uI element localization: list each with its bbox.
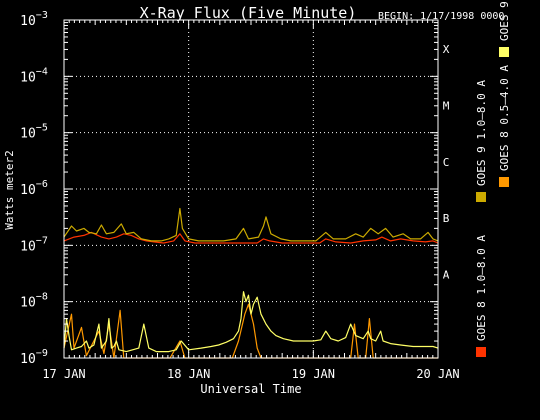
y-tick-exponent: −7 [36, 235, 48, 246]
series-line-3 [63, 207, 439, 242]
legend-swatch-1 [476, 347, 486, 357]
y-tick-label: 10−8 [20, 292, 48, 311]
y-tick-exponent: −8 [36, 292, 48, 303]
y-tick-base: 10 [20, 127, 36, 142]
y-axis-ticks: 10−310−410−510−610−710−810−9 [20, 10, 438, 367]
gridlines [64, 20, 438, 358]
y-axis-label: Watts meter2 [3, 150, 16, 229]
y-tick-label: 10−9 [20, 348, 48, 367]
legend-label-2: GOES 8 0.5–4.0 A [498, 65, 511, 171]
y-tick-base: 10 [20, 239, 36, 254]
y-tick-base: 10 [20, 70, 36, 85]
y-tick-label: 10−7 [20, 235, 48, 254]
series-lines [63, 207, 439, 359]
chart-title: X-Ray Flux (Five Minute) [140, 4, 357, 22]
legend: GOES 8 1.0–8.0 A GOES 9 1.0–8.0 A GOES 8 0… [475, 0, 511, 357]
y-tick-base: 10 [20, 183, 36, 198]
flare-class-a: A [443, 269, 450, 282]
y-tick-base: 10 [20, 14, 36, 29]
series-line-4 [63, 291, 439, 353]
flare-class-x: X [443, 43, 450, 56]
y-tick-label: 10−6 [20, 179, 48, 198]
x-tick-label: 17 JAN [42, 367, 85, 381]
y-tick-label: 10−4 [20, 66, 48, 85]
flare-class-labels: X M C B A [443, 43, 450, 281]
legend-swatch-4 [499, 47, 509, 57]
x-tick-label: 20 JAN [416, 367, 459, 381]
y-tick-exponent: −9 [36, 348, 48, 359]
legend-label-1: GOES 8 1.0–8.0 A [475, 235, 488, 341]
legend-label-3: GOES 9 1.0–8.0 A [475, 80, 488, 186]
y-tick-exponent: −5 [36, 123, 48, 134]
y-tick-exponent: −3 [36, 10, 48, 21]
y-tick-base: 10 [20, 296, 36, 311]
y-tick-label: 10−3 [20, 10, 48, 29]
legend-label-4: GOES 9 0.5–4.0 A [498, 0, 511, 41]
series-line-1 [63, 231, 439, 244]
y-tick-label: 10−5 [20, 123, 48, 142]
legend-swatch-2 [499, 177, 509, 187]
y-tick-base: 10 [20, 352, 36, 367]
x-tick-label: 19 JAN [292, 367, 335, 381]
flare-class-c: C [443, 156, 450, 169]
begin-label: BEGIN: 1/17/1998 0000 [378, 11, 504, 22]
x-axis-ticks: 17 JAN 18 JAN 19 JAN 20 JAN [42, 20, 460, 381]
x-axis-label: Universal Time [200, 382, 301, 396]
y-tick-exponent: −4 [36, 66, 48, 77]
flare-class-b: B [443, 212, 450, 225]
y-tick-exponent: −6 [36, 179, 48, 190]
flare-class-m: M [443, 100, 450, 113]
legend-swatch-3 [476, 192, 486, 202]
x-tick-label: 18 JAN [167, 367, 210, 381]
